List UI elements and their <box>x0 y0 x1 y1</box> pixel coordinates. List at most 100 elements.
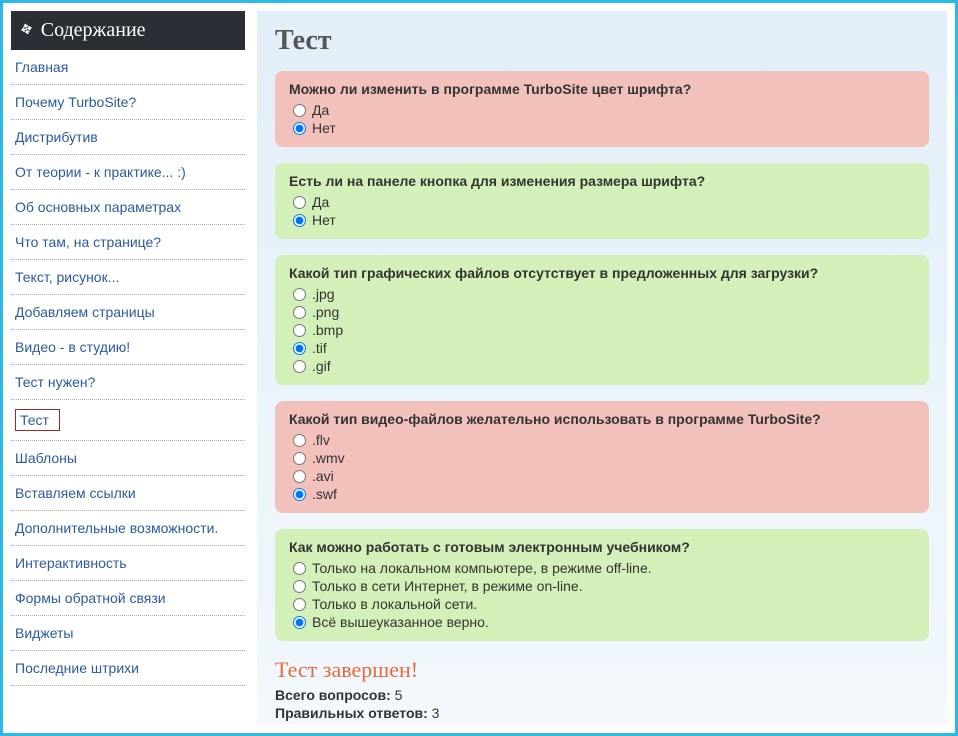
answer-label: .gif <box>312 358 331 374</box>
answer-option[interactable]: .gif <box>293 357 915 375</box>
sidebar-item[interactable]: Дополнительные возможности. <box>11 511 245 546</box>
answer-option[interactable]: .bmp <box>293 321 915 339</box>
answer-option[interactable]: .avi <box>293 467 915 485</box>
answer-radio[interactable] <box>293 288 306 301</box>
answer-label: Только в сети Интернет, в режиме on-line… <box>312 578 583 594</box>
question-text: Какой тип видео-файлов желательно исполь… <box>289 411 915 427</box>
answer-label: Всё вышеуказанное верно. <box>312 614 489 630</box>
sidebar-link[interactable]: Вставляем ссылки <box>15 485 136 501</box>
sidebar-link[interactable]: Об основных параметрах <box>15 199 181 215</box>
answer-radio[interactable] <box>293 196 306 209</box>
question-text: Есть ли на панеле кнопка для изменения р… <box>289 173 915 189</box>
sidebar-item[interactable]: Формы обратной связи <box>11 581 245 616</box>
answer-radio[interactable] <box>293 434 306 447</box>
sidebar-link[interactable]: Видео - в студию! <box>15 339 130 355</box>
sidebar-item[interactable]: Интерактивность <box>11 546 245 581</box>
sidebar-link[interactable]: Главная <box>15 59 68 75</box>
answer-option[interactable]: Да <box>293 101 915 119</box>
answer-radio[interactable] <box>293 598 306 611</box>
sidebar-item[interactable]: Вставляем ссылки <box>11 476 245 511</box>
sidebar-item[interactable]: Текст, рисунок... <box>11 260 245 295</box>
answer-radio[interactable] <box>293 122 306 135</box>
answer-label: .avi <box>312 468 334 484</box>
questions-container: Можно ли изменить в программе TurboSite … <box>275 71 929 641</box>
sidebar-link[interactable]: Тест нужен? <box>15 374 95 390</box>
answer-radio[interactable] <box>293 470 306 483</box>
answer-label: Нет <box>312 120 336 136</box>
sidebar-link[interactable]: От теории - к практике... :) <box>15 164 186 180</box>
sidebar-link[interactable]: Шаблоны <box>15 450 77 466</box>
sidebar-link[interactable]: Добавляем страницы <box>15 304 155 320</box>
sidebar-link[interactable]: Почему TurboSite? <box>15 94 136 110</box>
answer-option[interactable]: .png <box>293 303 915 321</box>
answer-option[interactable]: .flv <box>293 431 915 449</box>
question-text: Как можно работать с готовым электронным… <box>289 539 915 555</box>
answer-label: .bmp <box>312 322 343 338</box>
answer-radio[interactable] <box>293 452 306 465</box>
answer-option[interactable]: Только в локальной сети. <box>293 595 915 613</box>
answer-radio[interactable] <box>293 324 306 337</box>
answer-radio[interactable] <box>293 488 306 501</box>
sidebar-item[interactable]: Виджеты <box>11 616 245 651</box>
sidebar-link[interactable]: Что там, на странице? <box>15 234 161 250</box>
answer-radio[interactable] <box>293 214 306 227</box>
sidebar-link[interactable]: Дистрибутив <box>15 129 98 145</box>
answer-option[interactable]: Только на локальном компьютере, в режиме… <box>293 559 915 577</box>
answer-radio[interactable] <box>293 342 306 355</box>
sidebar-link[interactable]: Интерактивность <box>15 555 127 571</box>
sidebar-item[interactable]: Главная <box>11 50 245 85</box>
sidebar-item[interactable]: Что там, на странице? <box>11 225 245 260</box>
question-block: Какой тип видео-файлов желательно исполь… <box>275 401 929 513</box>
answer-radio[interactable] <box>293 580 306 593</box>
sidebar-item[interactable]: Видео - в студию! <box>11 330 245 365</box>
page-title: Тест <box>275 25 929 57</box>
sidebar-title: Содержание <box>41 19 146 42</box>
sidebar-item[interactable]: Об основных параметрах <box>11 190 245 225</box>
answer-radio[interactable] <box>293 104 306 117</box>
sidebar-link[interactable]: Текст, рисунок... <box>15 269 119 285</box>
answer-option[interactable]: Всё вышеуказанное верно. <box>293 613 915 631</box>
sidebar-item[interactable]: Шаблоны <box>11 441 245 476</box>
question-block: Можно ли изменить в программе TurboSite … <box>275 71 929 147</box>
answer-option[interactable]: .jpg <box>293 285 915 303</box>
sidebar-link[interactable]: Виджеты <box>15 625 74 641</box>
question-block: Какой тип графических файлов отсутствует… <box>275 255 929 385</box>
answer-option[interactable]: .wmv <box>293 449 915 467</box>
sidebar: ✥ Содержание Главная Почему TurboSite? Дис… <box>11 11 245 725</box>
answer-label: .flv <box>312 432 330 448</box>
sidebar-header: ✥ Содержание <box>11 11 245 50</box>
answer-option[interactable]: .tif <box>293 339 915 357</box>
sidebar-nav: Главная Почему TurboSite? Дистрибутив От те… <box>11 50 245 686</box>
answer-label: Да <box>312 194 329 210</box>
sidebar-item[interactable]: Последние штрихи <box>11 651 245 686</box>
result-block: Тест завершен! Всего вопросов: 5 Правиль… <box>275 657 929 725</box>
sidebar-link[interactable]: Последние штрихи <box>15 660 139 676</box>
sidebar-item[interactable]: Тест <box>11 400 245 441</box>
sidebar-item[interactable]: Почему TurboSite? <box>11 85 245 120</box>
sidebar-item[interactable]: От теории - к практике... :) <box>11 155 245 190</box>
answer-label: .png <box>312 304 339 320</box>
answer-option[interactable]: Нет <box>293 119 915 137</box>
answer-radio[interactable] <box>293 360 306 373</box>
sidebar-item[interactable]: Дистрибутив <box>11 120 245 155</box>
answer-option[interactable]: Только в сети Интернет, в режиме on-line… <box>293 577 915 595</box>
sidebar-link[interactable]: Формы обратной связи <box>15 590 166 606</box>
answer-label: .tif <box>312 340 327 356</box>
sidebar-link[interactable]: Дополнительные возможности. <box>15 520 218 536</box>
sidebar-item[interactable]: Тест нужен? <box>11 365 245 400</box>
answer-label: Да <box>312 102 329 118</box>
cursor-icon: ✥ <box>19 21 35 40</box>
sidebar-link[interactable]: Тест <box>15 409 60 431</box>
answer-option[interactable]: Нет <box>293 211 915 229</box>
answer-label: .swf <box>312 486 337 502</box>
result-correct: Правильных ответов: 3 <box>275 705 929 721</box>
question-block: Есть ли на панеле кнопка для изменения р… <box>275 163 929 239</box>
answer-label: Только в локальной сети. <box>312 596 477 612</box>
answer-radio[interactable] <box>293 306 306 319</box>
answer-radio[interactable] <box>293 562 306 575</box>
answer-label: Нет <box>312 212 336 228</box>
answer-option[interactable]: .swf <box>293 485 915 503</box>
answer-radio[interactable] <box>293 616 306 629</box>
answer-option[interactable]: Да <box>293 193 915 211</box>
sidebar-item[interactable]: Добавляем страницы <box>11 295 245 330</box>
